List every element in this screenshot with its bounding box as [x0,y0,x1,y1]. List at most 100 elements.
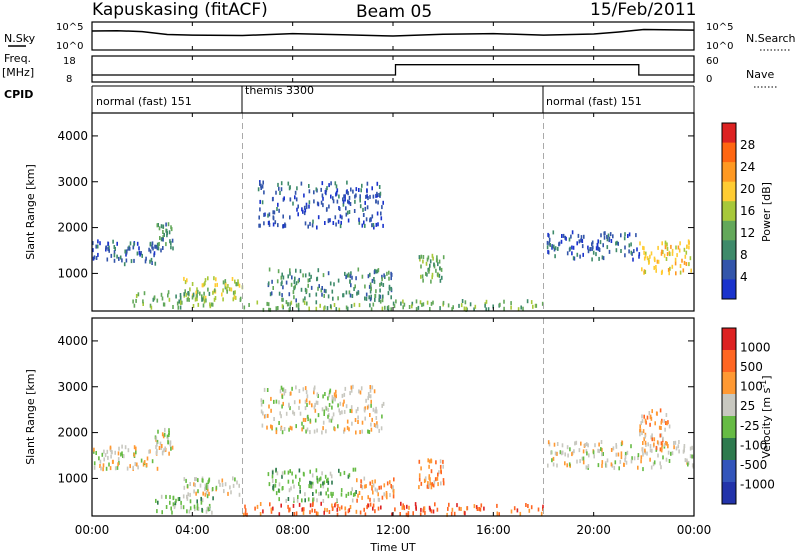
velocity-cell [478,507,480,511]
power-cell [188,297,190,302]
power-cell [300,287,303,292]
power-cell [636,247,638,252]
power-cell [373,225,375,230]
power-cell [196,293,198,298]
power-cell [153,253,155,258]
velocity-cell [202,491,204,496]
velocity-cell [281,430,284,435]
power-cell [153,251,156,256]
velocity-cell [298,481,300,486]
velocity-cell [372,407,375,412]
power-cell [328,183,330,188]
velocity-region-8 [242,501,544,518]
velocity-cell [339,401,342,406]
velocity-cell [169,440,172,445]
power-cell [451,307,453,312]
velocity-cell [315,511,318,516]
velocity-cell [145,463,148,467]
power-cell [677,245,680,250]
velocity-cell [301,421,303,426]
power-region-3 [183,276,244,302]
velocity-cell [422,508,425,513]
power-cell [370,286,372,291]
power-cell [133,242,135,247]
velocity-cell [160,494,163,499]
nsearch-label: N.Search [746,32,796,45]
velocity-cell [611,463,614,468]
power-cbar-tick: 16 [740,204,755,218]
power-cell [268,212,271,217]
velocity-cell [165,505,168,509]
power-cell [620,249,622,253]
power-cell [606,245,609,250]
power-cell [388,270,390,275]
velocity-cell [103,457,105,462]
power-cell [630,242,632,247]
velocity-cell [343,429,345,434]
power-cell [603,235,606,240]
power-cell [155,244,157,249]
power-cell [183,292,185,297]
velocity-cell [295,385,297,390]
velocity-cbar-swatch [722,460,736,483]
power-cell [92,256,95,261]
power-cell [99,241,101,246]
power-cell [378,185,381,189]
power-cell [332,196,334,201]
power-cell [328,204,330,209]
velocity-cell [262,509,264,514]
power-cell [271,279,273,284]
velocity-cell [136,462,138,467]
velocity-cell [167,437,169,442]
velocity-cell [348,427,350,432]
velocity-cell [392,485,394,490]
velocity-ytick-label: 1000 [57,471,88,485]
power-cell [372,223,375,227]
power-cell [303,193,305,198]
velocity-cell [371,417,373,422]
velocity-cell [295,424,297,429]
power-cell [365,296,368,301]
nsky-label: N.Sky [4,32,36,45]
power-cell [569,246,571,251]
power-cell [577,233,580,238]
power-cell [211,302,214,307]
power-cell [141,253,143,258]
velocity-cell [309,430,311,435]
velocity-cell [436,476,439,481]
power-cbar-tick: 12 [740,226,755,240]
velocity-cell [334,502,337,507]
velocity-cell [188,509,191,514]
velocity-cell [170,506,172,511]
velocity-cell [640,459,642,464]
velocity-cell [107,455,109,460]
velocity-cell [205,486,208,490]
power-cell [289,271,291,276]
velocity-cell [171,445,174,450]
cpid-segment-0: normal (fast) 151 [96,95,192,108]
power-cell [411,304,413,309]
power-cell [196,287,198,292]
power-cell [170,225,172,230]
power-cell [581,239,584,243]
velocity-cell [313,497,315,502]
velocity-cell [347,491,350,496]
velocity-cell [473,504,476,509]
power-cell [149,303,152,308]
power-cell [432,256,434,261]
power-cell [381,298,384,303]
velocity-cell [219,482,221,487]
power-cell [201,294,203,299]
velocity-cell [389,493,391,498]
power-cell [132,245,135,250]
velocity-cell [620,451,623,456]
power-cell [643,256,646,261]
velocity-cell [348,473,351,478]
velocity-cell [691,454,693,459]
velocity-cell [244,511,247,516]
velocity-cell [183,477,186,482]
power-cell [123,262,126,267]
velocity-cell [280,385,283,390]
velocity-cbar-swatch [722,394,736,417]
velocity-cell [201,507,203,512]
